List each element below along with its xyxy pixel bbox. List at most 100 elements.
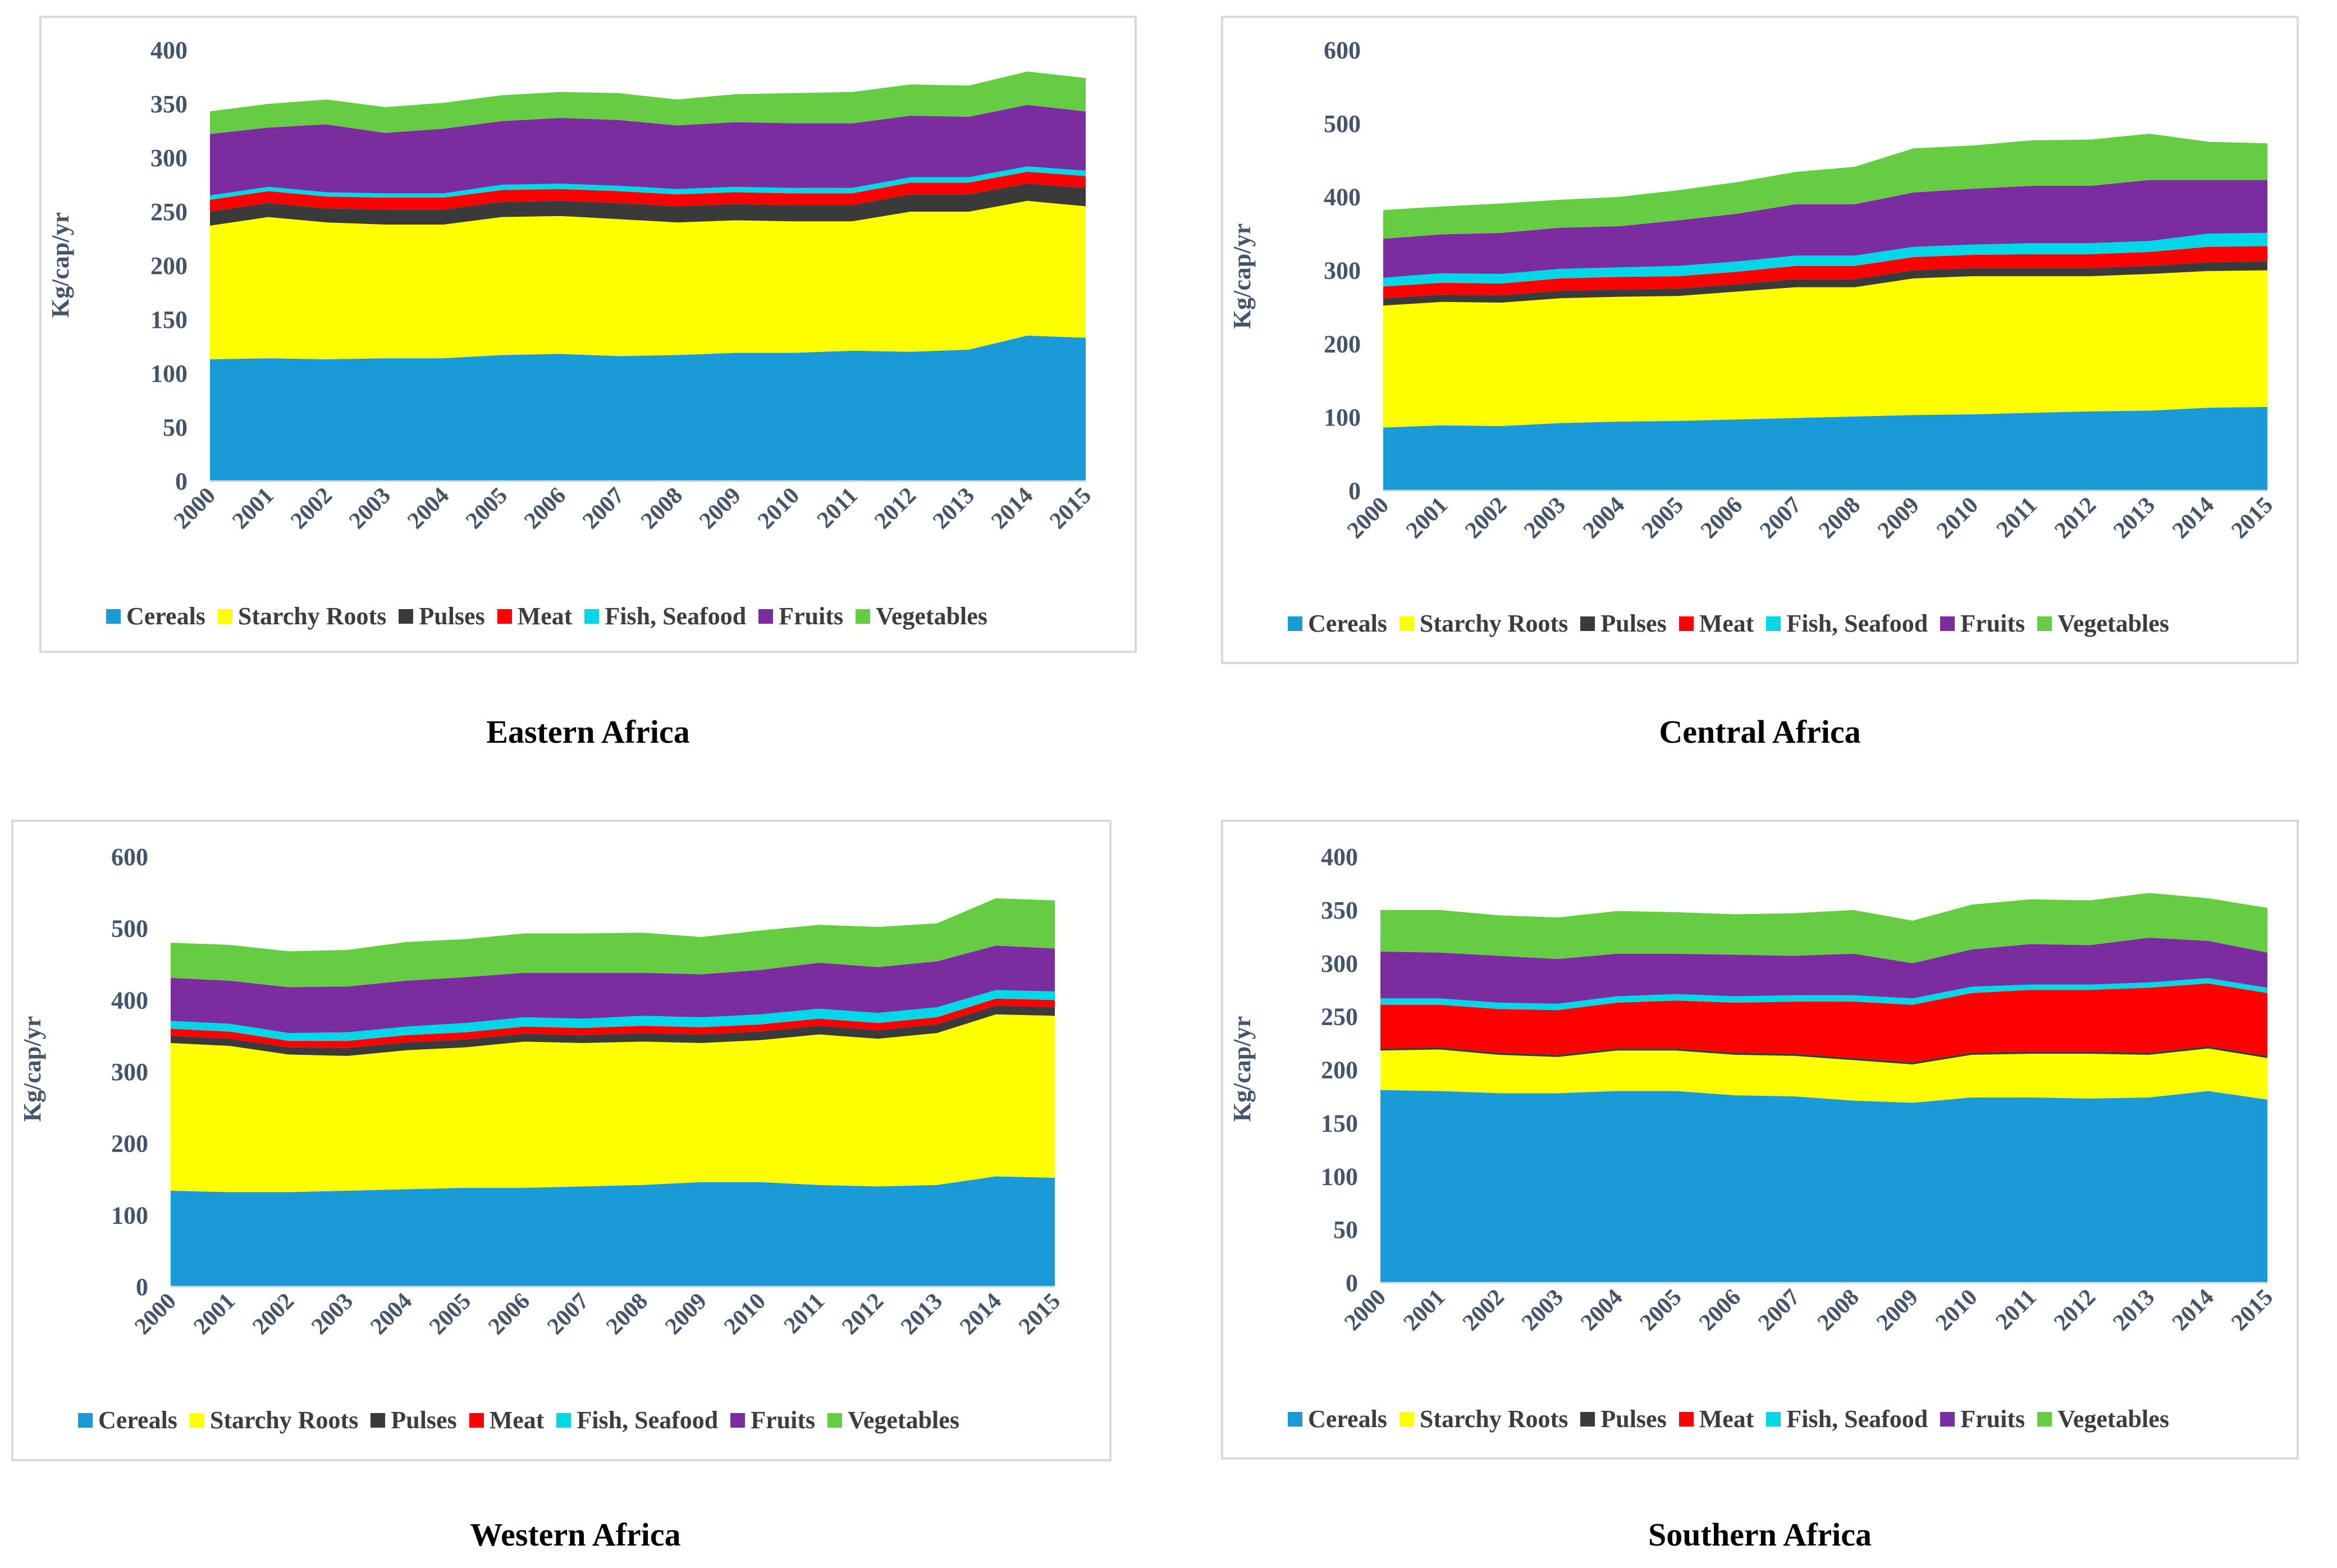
y-tick-label: 300 [111,1058,148,1086]
legend-label: Starchy Roots [237,602,387,630]
x-tick-label: 2004 [1578,492,1630,544]
legend-swatch [556,1412,571,1428]
legend-item-cereals: Cereals [78,1406,177,1434]
legend-swatch [856,609,871,624]
legend-item-starchy-roots: Starchy Roots [1399,1405,1568,1433]
y-tick-label: 50 [163,414,187,441]
legend-swatch [758,609,774,624]
legend-item-fruits: Fruits [1940,1405,2025,1433]
x-tick-label: 2002 [1460,492,1512,544]
x-tick-label: 2006 [1694,1284,1746,1336]
legend-label: Pulses [391,1406,457,1434]
y-tick-label: 100 [150,360,187,387]
legend-swatch [1580,616,1595,631]
chart-legend: Cereals Starchy Roots Pulses Meat Fish, Seaf… [1288,609,2181,638]
x-tick-label: 2009 [694,483,746,534]
y-tick-label: 0 [1348,477,1361,505]
area-series-cereals [1380,1090,2267,1283]
area-series-vegetables [1383,134,2267,239]
x-tick-label: 2006 [519,483,571,534]
legend-swatch [730,1412,746,1428]
chart-panel-southern-africa: Kg/cap/yr 0 50 100 150 200 250 300 350 400 2000 200… [1221,820,2299,1460]
area-series-meat [210,172,1086,212]
legend-swatch [827,1412,843,1428]
x-tick-label: 2013 [896,1288,948,1340]
x-tick-label: 2013 [928,483,980,534]
legend-label: Starchy Roots [1419,1405,1568,1433]
x-tick-label: 2010 [1932,492,1983,544]
y-tick-label: 400 [111,986,148,1014]
legend-item-cereals: Cereals [1288,1405,1387,1433]
x-tick-label: 2013 [2108,1284,2160,1336]
legend-label: Cereals [126,602,205,630]
x-tick-label: 2012 [2050,492,2101,544]
legend-label: Vegetables [2057,610,2169,637]
legend-swatch [1940,1411,1955,1427]
area-series-cereals [210,335,1086,481]
legend-item-meat: Meat [1679,1405,1754,1433]
legend-swatch [1940,616,1955,631]
area-series-cereals [171,1176,1055,1287]
x-tick-label: 2009 [1872,1284,1923,1336]
y-tick-label: 200 [111,1130,148,1158]
x-tick-label: 2003 [1519,492,1571,544]
legend-item-vegetables: Vegetables [856,602,987,630]
legend-item-fish-seafood: Fish, Seafood [556,1406,718,1434]
legend-label: Fish, Seafood [1786,610,1928,637]
x-tick-label: 2001 [1398,1284,1450,1336]
area-series-fruits [1380,938,2267,1004]
x-tick-label: 2005 [1637,492,1689,544]
y-axis-label: Kg/cap/yr [1228,1016,1256,1122]
y-tick-label: 250 [1321,1003,1358,1031]
x-tick-label: 2015 [2226,1284,2278,1336]
area-series-fruits [1383,180,2267,278]
chart-legend: Cereals Starchy Roots Pulses Meat Fish, Seaf… [78,1406,972,1434]
legend-swatch [469,1412,484,1428]
legend-label: Fruits [751,1406,816,1434]
y-tick-label: 500 [1324,110,1361,138]
legend-label: Starchy Roots [1419,610,1568,637]
legend-item-vegetables: Vegetables [2037,609,2169,638]
area-series-meat [1380,983,2267,1063]
x-tick-label: 2014 [955,1288,1007,1340]
x-tick-label: 2005 [461,483,513,534]
x-tick-label: 2006 [1696,492,1748,544]
legend-item-starchy-roots: Starchy Roots [189,1406,358,1434]
x-tick-label: 2003 [307,1288,358,1340]
x-tick-label: 2004 [403,483,454,534]
legend-swatch [497,609,512,624]
legend-label: Cereals [98,1406,177,1434]
x-tick-label: 2011 [1991,1284,2041,1335]
area-series-pulses [171,1005,1055,1056]
legend-item-meat: Meat [497,602,572,630]
x-tick-label: 2007 [1753,1284,1805,1336]
area-series-starchy-roots [171,1014,1055,1192]
legend-swatch [1399,616,1414,631]
x-tick-label: 2012 [2049,1284,2101,1336]
y-axis-label: Kg/cap/yr [19,1016,46,1122]
y-tick-label: 200 [1321,1057,1358,1084]
legend-swatch [189,1412,204,1428]
x-tick-label: 2009 [1873,492,1924,544]
legend-swatch [584,609,600,624]
y-tick-label: 0 [175,468,187,495]
legend-label: Pulses [1600,610,1667,637]
chart-caption: Southern Africa [1648,1516,1872,1553]
legend-item-meat: Meat [1679,609,1754,638]
x-tick-label: 2002 [1458,1284,1510,1336]
legend-swatch [1766,1411,1781,1427]
legend-item-fish-seafood: Fish, Seafood [1766,609,1928,638]
legend-swatch [217,609,232,624]
x-tick-label: 2010 [1931,1284,1982,1336]
legend-label: Vegetables [2057,1405,2169,1433]
area-series-meat [1383,246,2267,299]
chart-caption: Central Africa [1659,714,1861,750]
legend-item-vegetables: Vegetables [827,1406,959,1434]
x-tick-label: 2004 [1576,1284,1627,1336]
area-series-pulses [210,184,1086,226]
area-series-cereals [1383,406,2267,491]
legend-swatch [1399,1411,1414,1427]
y-tick-label: 250 [150,198,187,226]
x-tick-label: 2008 [636,483,688,534]
x-tick-label: 2011 [812,483,863,533]
